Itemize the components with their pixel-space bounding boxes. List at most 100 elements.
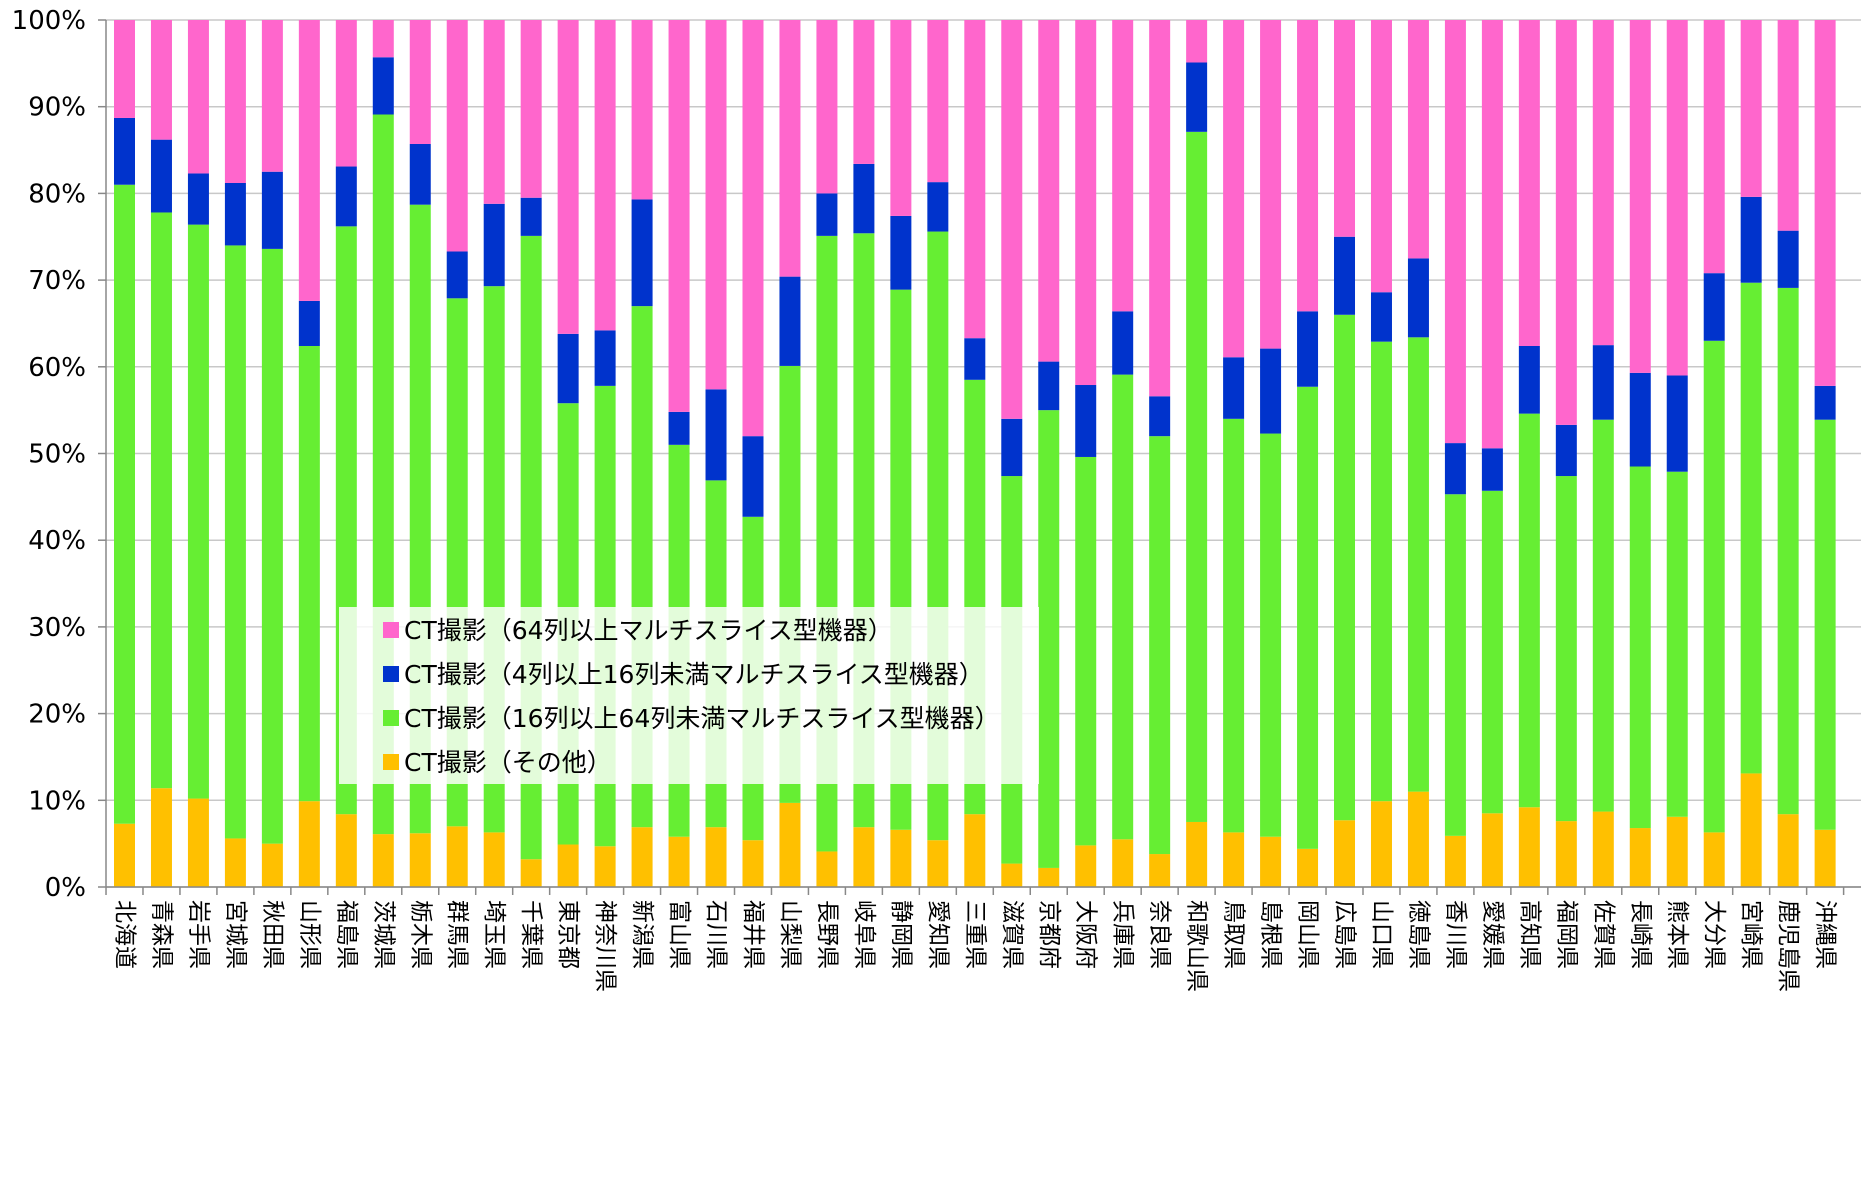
bar-segment-北海道-s2 — [114, 117, 135, 185]
bar-segment-和歌山県-s2 — [1186, 62, 1208, 132]
bar-segment-鳥取県-s3 — [1223, 20, 1245, 358]
bar-segment-佐賀県-s3 — [1592, 20, 1614, 346]
bar-segment-広島県-s3 — [1334, 20, 1356, 237]
bar-segment-山梨県-s3 — [779, 20, 801, 277]
bar-segment-山形県-s1 — [298, 345, 320, 802]
legend-swatch — [383, 754, 399, 770]
bar-segment-群馬県-s0 — [446, 826, 468, 887]
bar-segment-千葉県-s2 — [520, 197, 542, 236]
x-category-label: 沖縄県 — [1812, 900, 1838, 969]
bar-segment-福井県-s3 — [742, 20, 764, 437]
bar-segment-福岡県-s2 — [1555, 424, 1577, 477]
bar-segment-福岡県-s3 — [1555, 20, 1577, 425]
x-category-label: 新潟県 — [629, 900, 655, 969]
x-category-label: 高知県 — [1516, 900, 1542, 969]
bar-segment-青森県-s3 — [150, 20, 172, 140]
bar-segment-兵庫県-s1 — [1112, 374, 1134, 840]
y-tick-label: 0% — [45, 873, 86, 903]
bar-segment-長崎県-s2 — [1629, 372, 1651, 467]
bar-segment-群馬県-s3 — [446, 20, 468, 252]
bar-segment-佐賀県-s2 — [1592, 345, 1614, 420]
y-tick-label: 100% — [12, 6, 86, 36]
bar-segment-新潟県-s0 — [631, 827, 653, 887]
bar-segment-宮崎県-s0 — [1740, 773, 1762, 887]
x-category-label: 山口県 — [1368, 900, 1394, 969]
x-category-label: 埼玉県 — [481, 900, 507, 969]
bar-segment-奈良県-s2 — [1149, 396, 1171, 437]
bar-segment-茨城県-s3 — [372, 20, 394, 58]
legend-label: CT撮影（64列以上マルチスライス型機器） — [404, 616, 893, 645]
bar-segment-大阪府-s1 — [1075, 456, 1097, 846]
bar-segment-島根県-s3 — [1260, 20, 1282, 349]
x-category-label: 大分県 — [1701, 900, 1727, 969]
x-category-label: 岩手県 — [185, 900, 211, 969]
bar-segment-新潟県-s3 — [631, 20, 653, 200]
y-axis-tick-labels: 0% 10% 20% 30% 40% 50% 60% 70% 80% 90% 100% — [12, 6, 86, 903]
x-category-label: 青森県 — [148, 900, 174, 969]
bar-segment-青森県-s1 — [150, 212, 172, 789]
legend-swatch — [383, 666, 399, 682]
bar-segment-沖縄県-s0 — [1814, 829, 1836, 887]
x-category-label: 京都府 — [1036, 900, 1062, 969]
bar-segment-岡山県-s3 — [1297, 20, 1319, 312]
bar-segment-福井県-s0 — [742, 840, 764, 887]
bar-segment-京都府-s0 — [1038, 867, 1060, 887]
bar-segment-広島県-s2 — [1334, 236, 1356, 315]
bar-segment-茨城県-s2 — [372, 57, 394, 115]
x-category-label: 山形県 — [296, 900, 322, 969]
bar-segment-岡山県-s0 — [1297, 848, 1319, 887]
bar-segment-熊本県-s1 — [1666, 471, 1688, 817]
bar-segment-岐阜県-s2 — [853, 163, 875, 234]
bar-segment-千葉県-s3 — [520, 20, 542, 198]
bar-segment-三重県-s0 — [964, 814, 986, 887]
x-category-label: 鳥取県 — [1221, 900, 1247, 969]
bar-segment-長崎県-s0 — [1629, 828, 1651, 887]
x-category-label: 岡山県 — [1295, 900, 1321, 969]
bar-segment-宮城県-s0 — [224, 838, 246, 887]
bar-segment-大分県-s3 — [1703, 20, 1725, 274]
bar-segment-岩手県-s1 — [187, 224, 209, 799]
bar-segment-京都府-s2 — [1038, 361, 1060, 411]
x-category-label: 愛知県 — [925, 900, 951, 969]
bar-segment-青森県-s0 — [150, 788, 172, 887]
bar-segment-高知県-s2 — [1518, 345, 1540, 414]
x-category-label: 香川県 — [1442, 900, 1468, 969]
bar-segment-兵庫県-s0 — [1112, 839, 1134, 887]
legend-swatch — [383, 710, 399, 726]
bar-segment-沖縄県-s3 — [1814, 20, 1836, 386]
bar-segment-高知県-s3 — [1518, 20, 1540, 346]
bar-segment-広島県-s1 — [1334, 314, 1356, 821]
bar-segment-京都府-s3 — [1038, 20, 1060, 362]
bar-segment-栃木県-s0 — [409, 833, 431, 887]
x-category-label: 熊本県 — [1664, 900, 1690, 969]
bar-segment-鳥取県-s0 — [1223, 832, 1245, 887]
bar-segment-茨城県-s0 — [372, 834, 394, 887]
bar-segment-佐賀県-s0 — [1592, 811, 1614, 887]
bar-segment-山梨県-s2 — [779, 276, 801, 366]
bar-segment-鹿児島県-s2 — [1777, 230, 1799, 288]
x-category-label: 東京都 — [555, 900, 581, 969]
x-category-label: 三重県 — [962, 900, 988, 969]
bar-segment-香川県-s2 — [1444, 443, 1466, 495]
bar-segment-沖縄県-s2 — [1814, 385, 1836, 420]
bar-segment-福井県-s2 — [742, 436, 764, 517]
bar-segment-埼玉県-s3 — [483, 20, 505, 204]
bar-segment-徳島県-s3 — [1407, 20, 1429, 259]
bar-segment-島根県-s0 — [1260, 836, 1282, 887]
bar-segment-富山県-s2 — [668, 411, 690, 445]
bar-segment-宮崎県-s3 — [1740, 20, 1762, 197]
bar-segment-石川県-s3 — [705, 20, 727, 390]
bar-segment-大分県-s2 — [1703, 273, 1725, 341]
x-category-label: 佐賀県 — [1590, 900, 1616, 969]
bar-segment-福岡県-s1 — [1555, 476, 1577, 822]
bar-segment-福島県-s3 — [335, 20, 357, 167]
bar-segment-愛媛県-s3 — [1481, 20, 1503, 449]
y-tick-label: 60% — [28, 353, 86, 383]
bar-segment-宮城県-s3 — [224, 20, 246, 183]
x-category-label: 長崎県 — [1627, 900, 1653, 969]
bar-segment-愛媛県-s2 — [1481, 448, 1503, 491]
bar-segment-兵庫県-s2 — [1112, 311, 1134, 375]
bar-segment-大阪府-s2 — [1075, 385, 1097, 457]
y-tick-label: 30% — [28, 613, 86, 643]
y-tick-label: 50% — [28, 440, 86, 470]
